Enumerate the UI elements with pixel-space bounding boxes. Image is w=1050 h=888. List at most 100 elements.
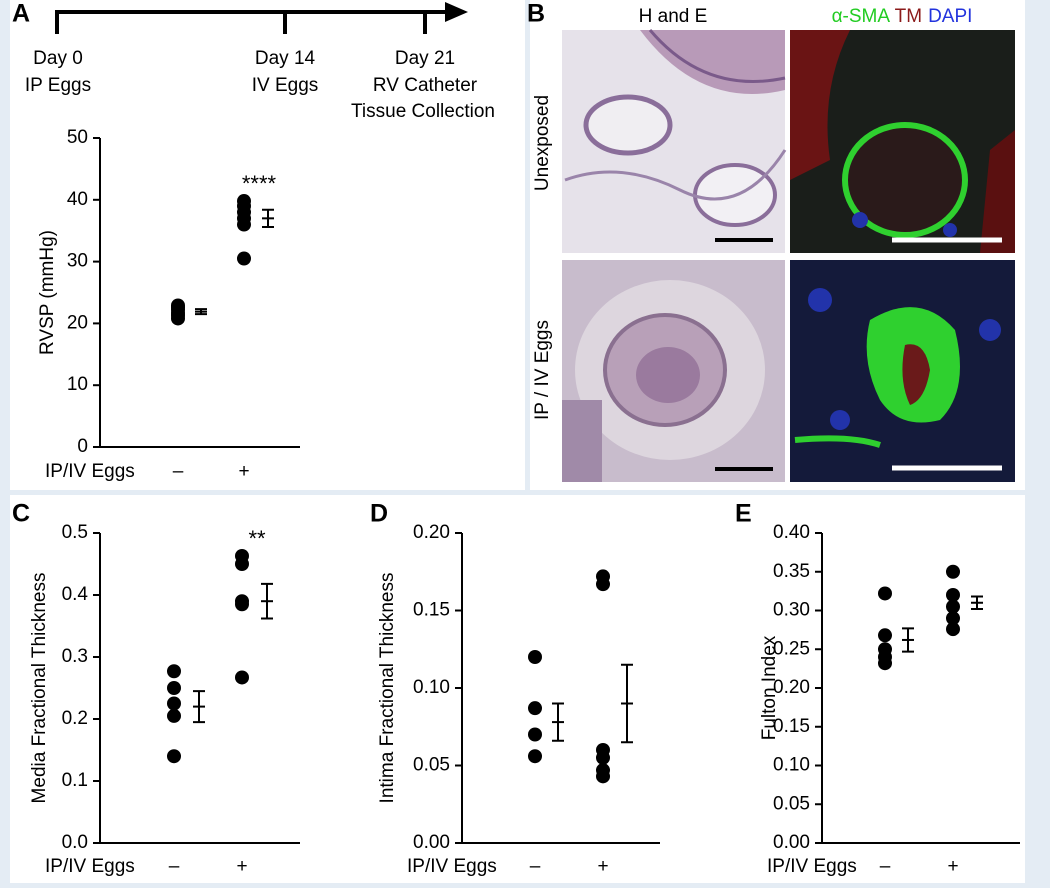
column-header: H and E	[639, 6, 708, 27]
y-axis-label: Intima Fractional Thickness	[377, 573, 398, 804]
he-image-bottom	[562, 260, 785, 482]
x-tick-label: +	[238, 461, 249, 482]
y-tick-label: 50	[67, 127, 88, 148]
y-axis-label: RVSP (mmHg)	[37, 230, 58, 355]
data-point	[528, 749, 542, 764]
stain-label: TM	[895, 6, 922, 27]
data-point	[596, 569, 610, 584]
error-bar	[621, 663, 633, 744]
timeline-event: Tissue Collection	[351, 101, 495, 122]
timeline-day: Day 14	[255, 48, 316, 69]
error-bar	[193, 690, 205, 724]
row-label: IP / IV Eggs	[532, 320, 553, 420]
y-tick-label: 0.10	[773, 755, 810, 776]
data-point	[946, 564, 960, 579]
data-point	[167, 696, 181, 711]
timeline-arrow	[445, 2, 468, 22]
y-tick-label: 0.05	[413, 755, 450, 776]
panel-a-bg	[10, 0, 525, 490]
data-point	[235, 548, 249, 563]
data-point	[528, 701, 542, 716]
y-axis-label: Fulton Index	[759, 635, 780, 740]
x-axis-title: IP/IV Eggs	[407, 856, 497, 877]
stain-header: α-SMA TM DAPI	[832, 6, 973, 27]
y-tick-label: 0.30	[773, 600, 810, 621]
error-bar	[902, 627, 914, 653]
y-tick-label: 0.20	[773, 677, 810, 698]
y-tick-label: 30	[67, 251, 88, 272]
y-tick-label: 0.40	[773, 522, 810, 543]
data-point	[167, 664, 181, 679]
data-point	[235, 594, 249, 609]
data-point	[596, 743, 610, 757]
timeline-day: Day 21	[395, 48, 455, 69]
timeline-event: IP Eggs	[25, 75, 91, 96]
y-tick-label: 40	[67, 189, 88, 210]
panel-cde-bg	[10, 495, 1025, 883]
data-point	[167, 681, 181, 695]
y-tick-label: 10	[67, 374, 88, 395]
x-axis-title: IP/IV Eggs	[767, 856, 857, 877]
data-point	[878, 586, 892, 601]
y-tick-label: 20	[67, 312, 88, 333]
y-tick-label: 0.4	[62, 584, 89, 605]
data-point	[235, 670, 249, 685]
data-point	[237, 251, 251, 266]
data-point	[171, 298, 185, 313]
data-point	[946, 599, 960, 614]
data-point	[878, 628, 892, 643]
x-tick-label: +	[947, 856, 958, 877]
x-axis-title: IP/IV Eggs	[45, 461, 135, 482]
y-tick-label: 0.20	[413, 522, 450, 543]
data-point	[237, 194, 251, 209]
y-tick-label: 0.0	[62, 832, 88, 853]
y-tick-label: 0.35	[773, 561, 810, 582]
y-axis-label: Media Fractional Thickness	[29, 573, 50, 804]
y-tick-label: 0.00	[773, 832, 810, 853]
panel-letter: A	[12, 0, 30, 28]
panel-letter: C	[12, 500, 30, 528]
x-tick-label: –	[880, 856, 891, 877]
x-axis-title: IP/IV Eggs	[45, 856, 135, 877]
he-image-top	[562, 29, 787, 253]
error-bar	[261, 582, 273, 620]
x-tick-label: –	[169, 856, 180, 877]
significance: ****	[242, 171, 277, 196]
if-image-bottom	[790, 260, 1015, 482]
x-tick-label: +	[236, 856, 247, 877]
x-tick-label: +	[597, 856, 608, 877]
y-tick-label: 0.05	[773, 793, 810, 814]
y-tick-label: 0.2	[62, 708, 88, 729]
data-point	[528, 650, 542, 664]
y-tick-label: 0.5	[62, 522, 88, 543]
significance: **	[248, 526, 266, 551]
y-tick-label: 0.1	[62, 770, 88, 791]
data-point	[878, 642, 892, 657]
x-tick-label: –	[530, 856, 541, 877]
timeline-event: RV Catheter	[373, 75, 478, 96]
stain-label: DAPI	[928, 6, 972, 27]
data-point	[946, 611, 960, 626]
y-tick-label: 0.15	[413, 600, 450, 621]
timeline-day: Day 0	[33, 48, 83, 69]
data-point	[528, 727, 542, 742]
error-bar	[262, 208, 274, 228]
panel-letter: E	[735, 500, 752, 528]
error-bar	[971, 595, 983, 610]
y-tick-label: 0	[77, 436, 88, 457]
stain-label: α-SMA	[832, 6, 891, 27]
data-point	[946, 622, 960, 637]
x-tick-label: –	[173, 461, 184, 482]
y-tick-label: 0.25	[773, 638, 810, 659]
y-tick-label: 0.15	[773, 716, 810, 737]
y-tick-label: 0.00	[413, 832, 450, 853]
data-point	[596, 763, 610, 778]
data-point	[167, 749, 181, 764]
panel-letter: D	[370, 500, 388, 528]
y-tick-label: 0.10	[413, 677, 450, 698]
timeline-event: IV Eggs	[252, 75, 319, 96]
error-bar	[195, 308, 207, 316]
y-tick-label: 0.3	[62, 646, 88, 667]
data-point	[946, 588, 960, 602]
